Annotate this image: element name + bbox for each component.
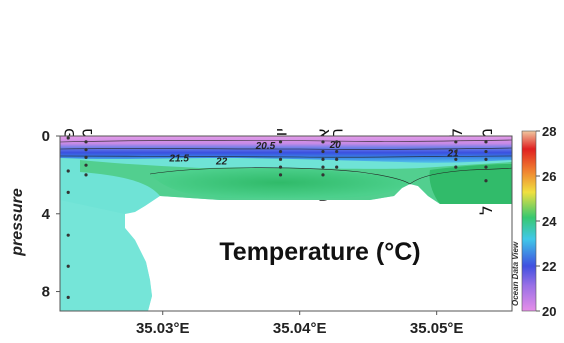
colorbar-tick-label: 26 [542, 169, 556, 184]
green-core-right [429, 164, 512, 204]
sample-point [321, 173, 325, 177]
y-axis-ticks: 0 4 8 [42, 128, 60, 301]
sample-points [66, 136, 488, 299]
surface-layer [60, 136, 512, 163]
sample-point [278, 157, 283, 161]
contour-label: 21.5 [168, 153, 189, 164]
plot-area: 21.5 22 20.5 20 21 [59, 135, 513, 312]
contour-labels: 21.5 22 20.5 20 21 [168, 140, 459, 168]
sample-point [335, 140, 339, 144]
colorbar-ticks: 20 22 24 26 28 [536, 124, 557, 319]
sample-point [454, 149, 458, 154]
sample-point [321, 165, 325, 169]
contour-line-green [149, 167, 513, 185]
sample-point [278, 173, 283, 177]
sample-point [278, 140, 283, 144]
plot-frame [59, 135, 513, 312]
sample-point [484, 140, 488, 144]
colorbar-tick-label: 24 [542, 214, 557, 229]
y-tick-label: 4 [42, 206, 51, 223]
sample-point [484, 179, 488, 183]
sample-point [84, 155, 88, 159]
contour-line-lower [59, 155, 513, 158]
sample-point [484, 149, 488, 154]
x-axis-ticks: 35.03°E 35.04°E 35.05°E [136, 311, 463, 337]
x-tick-label: 35.04°E [273, 320, 327, 337]
sample-point [66, 136, 70, 140]
x-tick-label: 35.05°E [410, 320, 464, 337]
y-tick-label: 0 [42, 128, 50, 145]
deep-water-tint [60, 200, 152, 311]
contour-label: 21 [447, 149, 460, 160]
sample-point [335, 165, 339, 169]
sample-point [66, 169, 70, 173]
x-tick-label: 35.03°E [136, 320, 190, 337]
sample-point [84, 163, 88, 167]
sample-point [335, 149, 339, 154]
sample-point [84, 140, 88, 144]
colorbar-tick-label: 22 [542, 259, 556, 274]
sample-point [66, 233, 70, 237]
sample-point [278, 165, 283, 169]
sample-point [278, 149, 283, 154]
contour-line-mid [59, 147, 513, 150]
sample-point [66, 295, 70, 299]
colorbar-tick-label: 20 [542, 304, 556, 319]
contour-label: 20 [329, 140, 342, 151]
sample-point [454, 157, 458, 161]
colorbar-tick-label: 28 [542, 124, 556, 139]
contour-label: 22 [215, 156, 228, 167]
chart-title: Temperature (°C) [219, 238, 420, 266]
sample-point [484, 165, 488, 169]
sample-point [454, 140, 458, 144]
contour-label: 20.5 [255, 141, 276, 152]
sample-point [66, 190, 70, 194]
sample-point [66, 264, 70, 268]
sample-point [484, 157, 488, 161]
sample-point [321, 149, 325, 154]
colorbar-brand: Ocean Data View [511, 241, 520, 306]
sample-point [335, 157, 339, 161]
sample-point [321, 157, 325, 161]
y-tick-label: 8 [42, 284, 50, 301]
green-core-center [150, 167, 410, 198]
sample-point [84, 173, 88, 177]
y-axis-title: pressure [9, 188, 26, 257]
sample-point [321, 140, 325, 144]
sample-point [84, 148, 88, 152]
colorbar [521, 130, 537, 312]
sample-point [454, 165, 458, 169]
